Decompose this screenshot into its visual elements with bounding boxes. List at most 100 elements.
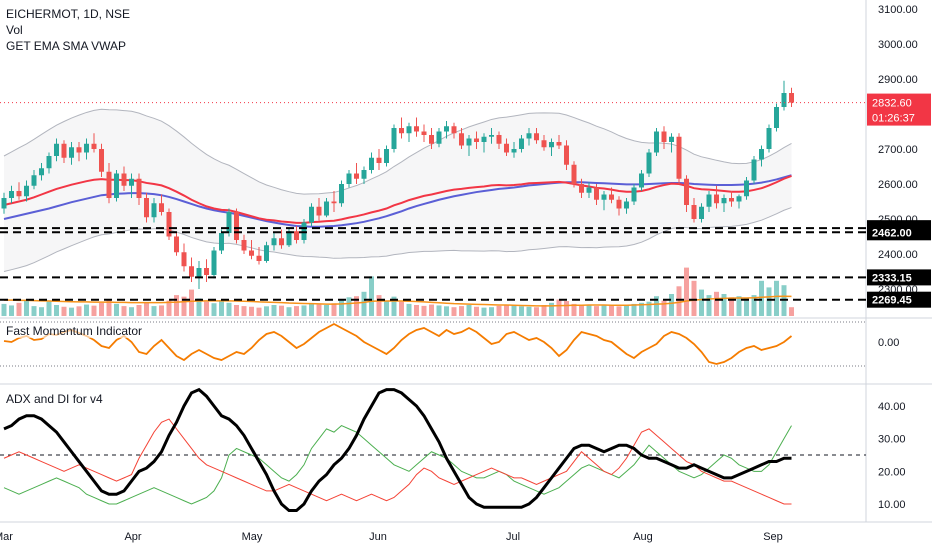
price-axis-tick: 2700.00 xyxy=(878,144,918,156)
candle-body xyxy=(586,187,592,193)
volume-bar xyxy=(361,291,367,316)
volume-bar xyxy=(369,276,374,316)
volume-bar xyxy=(399,301,404,316)
volume-bar xyxy=(661,300,667,316)
candle-body xyxy=(526,133,532,139)
volume-bar xyxy=(129,307,134,316)
candle-body xyxy=(181,252,187,267)
volume-label[interactable]: Vol xyxy=(6,23,23,37)
sma-line xyxy=(3,174,792,228)
volume-bar xyxy=(69,307,74,316)
volume-bar xyxy=(504,304,509,316)
volume-bar xyxy=(646,301,652,316)
legend: EICHERMOT, 1D, NSE Vol GET EMA SMA VWAP xyxy=(6,6,130,54)
volume-bar xyxy=(586,304,592,316)
volume-bar xyxy=(601,305,607,316)
volume-bar xyxy=(144,302,149,316)
level-label-box xyxy=(867,224,931,241)
candle-body xyxy=(684,178,689,205)
last-price-value: 2832.60 xyxy=(872,98,912,110)
volume-bar xyxy=(181,296,187,316)
candle-body xyxy=(579,184,584,193)
band-lower-line xyxy=(3,207,792,272)
candle-body xyxy=(189,266,194,277)
volume-bar xyxy=(84,304,89,316)
price-axis-tick: 3100.00 xyxy=(878,4,918,16)
volume-bar xyxy=(271,305,277,316)
volume-bar xyxy=(759,280,764,316)
candle-body xyxy=(676,136,682,179)
candle-body xyxy=(721,198,727,204)
volume-bar xyxy=(766,287,772,316)
level-label: 2269.45 xyxy=(872,295,912,307)
candle-body xyxy=(789,93,794,103)
volume-bar xyxy=(159,305,164,316)
volume-bar xyxy=(489,307,494,316)
volume-bar xyxy=(121,306,127,316)
candle-body xyxy=(286,231,292,246)
volume-bar xyxy=(219,300,224,316)
candle-body xyxy=(211,250,217,275)
volume-bar xyxy=(669,294,674,316)
volume-bar xyxy=(526,306,532,316)
candle-body xyxy=(279,238,284,246)
candle-body xyxy=(444,126,449,132)
volume-bar xyxy=(684,267,689,316)
candle-body xyxy=(249,250,254,256)
candle-body xyxy=(489,135,494,137)
overlay-indicators-label[interactable]: GET EMA SMA VWAP xyxy=(6,39,127,53)
volume-bar xyxy=(391,296,397,316)
level-label: 2462.00 xyxy=(872,227,912,239)
candle-body xyxy=(339,184,344,204)
candle-body xyxy=(631,187,637,202)
volume-bar xyxy=(166,300,172,316)
candle-body xyxy=(639,173,644,188)
momentum-pane-title[interactable]: Fast Momentum Indicator xyxy=(6,324,143,338)
candle-body xyxy=(1,198,7,209)
volume-bar xyxy=(31,306,37,316)
volume-bar xyxy=(654,296,659,316)
candle-body xyxy=(481,136,487,142)
volume-bar xyxy=(556,299,562,316)
candle-body xyxy=(106,171,112,198)
volume-bar xyxy=(114,303,119,316)
candle-body xyxy=(534,133,539,141)
candle-body xyxy=(571,164,577,184)
candle-body xyxy=(391,128,397,149)
time-axis-tick: Jul xyxy=(506,531,520,543)
adx-axis-tick: 40.00 xyxy=(878,401,906,413)
volume-bar xyxy=(346,297,352,316)
volume-bar xyxy=(496,305,502,316)
candle-body xyxy=(316,206,322,216)
volume-bar xyxy=(406,303,412,316)
candle-body xyxy=(256,255,262,261)
adx-pane-title[interactable]: ADX and DI for v4 xyxy=(6,392,103,406)
candle-body xyxy=(496,135,502,144)
candle-body xyxy=(766,128,772,149)
candle-body xyxy=(729,198,734,202)
volume-bar xyxy=(466,305,472,316)
candle-body xyxy=(736,196,742,202)
candle-body xyxy=(136,178,142,198)
candle-body xyxy=(504,143,509,153)
candle-body xyxy=(166,212,172,237)
candle-body xyxy=(541,140,547,148)
level-label-box xyxy=(867,291,931,308)
adx-line xyxy=(3,387,792,513)
candle-body xyxy=(271,238,277,246)
volume-bar xyxy=(354,296,359,316)
volume-bar xyxy=(106,300,112,316)
candle-body xyxy=(459,133,464,146)
volume-bar xyxy=(1,303,7,316)
volume-bar xyxy=(301,305,307,316)
volume-bar xyxy=(9,305,14,316)
volume-bar xyxy=(91,305,97,316)
candle-body xyxy=(16,191,22,197)
volume-bar xyxy=(631,303,637,316)
candle-body xyxy=(451,126,457,134)
last-price-badge xyxy=(867,93,931,126)
band-fill xyxy=(4,109,792,272)
volume-bar xyxy=(99,302,104,316)
symbol-title[interactable]: EICHERMOT, 1D, NSE xyxy=(6,7,131,21)
